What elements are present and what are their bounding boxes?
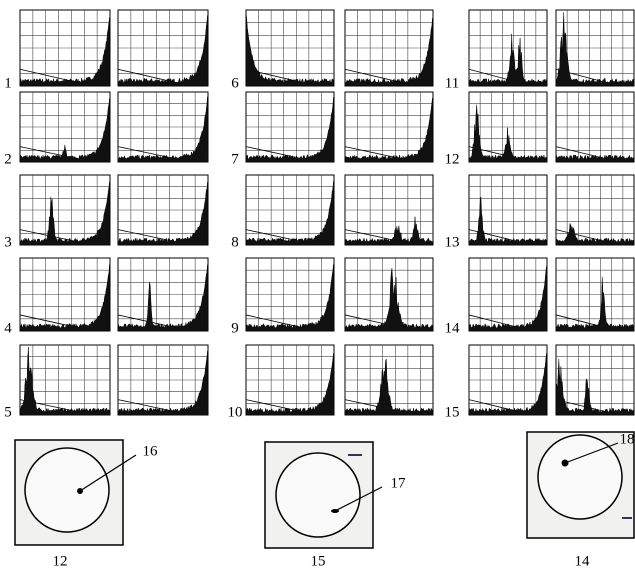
spectrum-panel	[19, 344, 111, 416]
panel-label: 12	[445, 151, 460, 167]
spectrum-trace	[19, 347, 111, 416]
panel-label: 8	[231, 234, 239, 250]
spectrum-panel	[555, 91, 635, 163]
spectrum-trace	[555, 276, 635, 332]
spectrum-panel	[245, 91, 335, 163]
callout-label: 16	[143, 443, 159, 459]
spectrum-trace	[344, 216, 434, 246]
spectrum-panel	[19, 174, 111, 246]
spectrum-trace	[245, 97, 335, 163]
spectrum-panel	[19, 9, 111, 87]
spectrum-panel	[344, 91, 434, 163]
baseline-trend	[555, 146, 611, 161]
spectrum-trace	[117, 350, 209, 416]
spectrum-trace	[555, 223, 635, 246]
spectrum-panel	[555, 257, 635, 332]
spectrum-trace	[468, 196, 548, 246]
spectrum-trace	[19, 98, 111, 163]
panel-label: 10	[228, 404, 243, 420]
spectrum-panel	[468, 257, 548, 332]
panel-label: 5	[4, 404, 12, 420]
spectrum-panel	[468, 9, 548, 87]
spectrum-panel	[117, 344, 209, 416]
spectrum-trace	[344, 358, 434, 416]
spectrum-panel	[468, 344, 548, 416]
spectrum-trace	[245, 264, 335, 332]
spectrum-panel	[555, 344, 635, 416]
spectrum-trace	[245, 353, 335, 416]
panel-label: 14	[445, 320, 461, 336]
spectrum-panel	[468, 174, 548, 246]
spectrum-panel	[245, 257, 335, 332]
spectrum-trace	[468, 33, 548, 87]
spectrum-trace	[117, 264, 209, 332]
spectrum-panel	[117, 174, 209, 246]
spectrum-trace	[468, 104, 548, 163]
panel-label: 4	[4, 320, 12, 336]
spectrum-trace	[19, 17, 111, 87]
spectrum-panel	[555, 174, 635, 246]
panel-label: 7	[231, 151, 239, 167]
spectrum-trace	[117, 15, 209, 87]
spectrum-trace	[19, 264, 111, 332]
callout-line	[564, 442, 619, 464]
callout-line	[79, 454, 137, 492]
spectrum-panel	[344, 257, 434, 332]
spectrum-trace	[245, 181, 335, 246]
spectrum-panel	[245, 344, 335, 416]
spectrum-trace	[555, 12, 635, 87]
callout-label: 17	[391, 475, 407, 491]
sample-circle	[24, 447, 110, 533]
panel-label: 15	[445, 404, 460, 420]
panel-label: 3	[4, 234, 12, 250]
sample-circle	[537, 434, 623, 520]
spectrum-panel	[19, 91, 111, 163]
spectrum-trace	[245, 12, 335, 87]
spectrum-trace	[468, 352, 548, 416]
spectrum-panel	[468, 91, 548, 163]
spectrum-trace	[19, 181, 111, 246]
photo: 17 15	[264, 441, 407, 569]
spectrum-panel	[245, 174, 335, 246]
spectrum-trace	[344, 18, 434, 87]
spectrum-trace	[468, 265, 548, 332]
photo: 16 12	[14, 439, 159, 569]
spectrum-panel	[344, 174, 434, 246]
spectrum-panel	[344, 9, 434, 87]
panel-label: 2	[4, 151, 12, 167]
spectrum-panel	[344, 344, 434, 416]
panel-label: 13	[445, 234, 460, 250]
spectrum-panel	[117, 257, 209, 332]
spectrum-trace	[117, 96, 209, 163]
baseline-trend	[245, 229, 308, 244]
spectrum-trace	[555, 359, 635, 416]
spectrum-trace	[555, 154, 635, 163]
photo: 18 14	[526, 431, 635, 569]
callout-line	[334, 486, 383, 512]
spectrum-panel	[245, 9, 335, 87]
panel-label: 6	[231, 75, 239, 91]
sample-circle	[275, 452, 361, 538]
photo-label: 15	[311, 553, 326, 569]
spectrum-panel	[555, 9, 635, 87]
baseline-trend	[117, 229, 182, 244]
panel-label: 9	[231, 320, 239, 336]
spectrum-trace	[117, 181, 209, 246]
spectrum-panel	[19, 257, 111, 332]
callout-label: 18	[620, 431, 635, 447]
spectrum-trace	[344, 268, 434, 332]
spectrum-panel	[117, 9, 209, 87]
panel-label: 11	[445, 75, 459, 91]
spectrum-panel	[117, 91, 209, 163]
spectrum-trace	[344, 97, 434, 163]
photo-label: 12	[53, 553, 68, 569]
panel-label: 1	[4, 75, 12, 91]
baseline-trend	[555, 399, 611, 414]
photo-label: 14	[575, 553, 591, 569]
